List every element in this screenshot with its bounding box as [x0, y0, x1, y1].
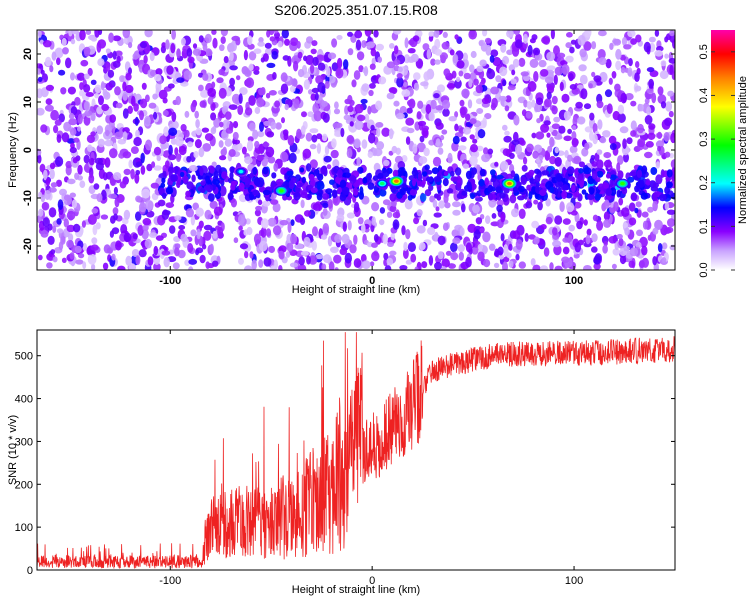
heatmap-y-axis-title: Frequency (Hz) — [7, 112, 19, 188]
snr-y-tick-label: 500 — [15, 351, 33, 363]
snr-y-tick-label: 100 — [15, 522, 33, 534]
heatmap-x-ticks: -100 0 100 — [159, 30, 583, 287]
colorbar: 0.0 0.1 0.2 0.3 0.4 0.5 Normalized spectral a… — [698, 30, 749, 278]
heatmap-y-tick-label: -20 — [22, 238, 34, 254]
snr-series-line — [37, 332, 675, 569]
heatmap-peak — [502, 178, 517, 189]
colorbar-gradient — [711, 30, 735, 270]
heatmap-peak — [389, 176, 404, 187]
colorbar-ticks: 0.0 0.1 0.2 0.3 0.4 0.5 — [698, 44, 735, 278]
colorbar-tick-label: 0.5 — [698, 44, 710, 59]
heatmap-plot-area — [37, 30, 675, 270]
heatmap-peak — [375, 178, 390, 189]
snr-y-tick-label: 400 — [15, 394, 33, 406]
heatmap-x-axis-title: Height of straight line (km) — [292, 284, 420, 296]
snr-y-tick-label: 300 — [15, 436, 33, 448]
snr-x-axis-title: Height of straight line (km) — [292, 584, 420, 596]
heatmap-x-tick-label: 0 — [369, 275, 375, 287]
snr-x-ticks: -100 0 100 — [159, 330, 583, 587]
heatmap-peak — [615, 178, 630, 189]
snr-plot-area — [37, 332, 675, 569]
heatmap-y-tick-label: 0 — [22, 147, 34, 153]
snr-x-tick-label: 100 — [565, 575, 583, 587]
colorbar-tick-label: 0.1 — [698, 219, 710, 234]
snr-x-tick-label: -100 — [159, 575, 181, 587]
snr-panel: -100 0 100 0 100 200 300 400 500 Height of stra… — [7, 329, 676, 596]
colorbar-tick-label: 0.2 — [698, 175, 710, 190]
colorbar-tick-label: 0.0 — [698, 262, 710, 277]
heatmap-x-tick-label: -100 — [159, 275, 181, 287]
colorbar-tick-label: 0.3 — [698, 131, 710, 146]
heatmap-peak — [274, 185, 289, 196]
heatmap-cells — [37, 30, 675, 270]
heatmap-peak — [233, 166, 248, 177]
snr-y-tick-label: 0 — [27, 565, 33, 577]
snr-y-axis-title: SNR (10 * v/v) — [7, 415, 19, 485]
snr-y-tick-label: 200 — [15, 479, 33, 491]
snr-y-ticks: 0 100 200 300 400 500 — [15, 351, 675, 577]
snr-x-tick-label: 0 — [369, 575, 375, 587]
chart-title: S206.2025.351.07.15.R08 — [274, 2, 438, 18]
colorbar-title: Normalized spectral amplitude — [737, 76, 749, 224]
snr-frame — [36, 329, 676, 571]
colorbar-tick-label: 0.4 — [698, 88, 710, 103]
heatmap-y-ticks: -20 -10 0 10 20 — [22, 48, 675, 254]
heatmap-y-tick-label: -10 — [22, 190, 34, 206]
heatmap-x-tick-label: 100 — [565, 275, 583, 287]
heatmap-y-tick-label: 10 — [22, 96, 34, 108]
heatmap-y-tick-label: 20 — [22, 48, 34, 60]
